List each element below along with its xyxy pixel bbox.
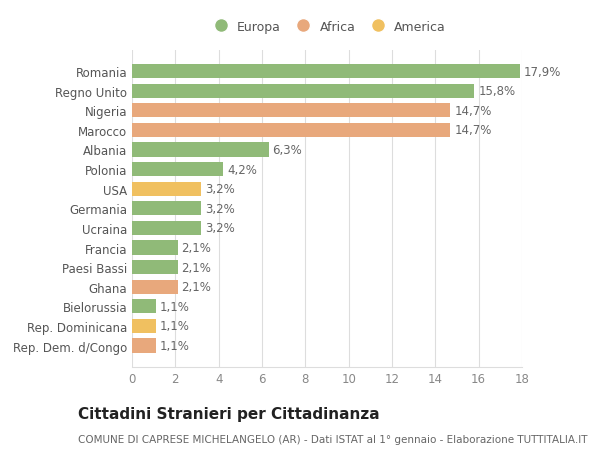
Bar xyxy=(132,143,269,157)
Bar xyxy=(132,123,451,138)
Text: 1,1%: 1,1% xyxy=(160,300,190,313)
Bar xyxy=(132,65,520,79)
Bar xyxy=(132,339,156,353)
Text: 3,2%: 3,2% xyxy=(205,222,235,235)
Text: 3,2%: 3,2% xyxy=(205,202,235,215)
Text: 1,1%: 1,1% xyxy=(160,320,190,333)
Bar xyxy=(132,221,202,235)
Bar xyxy=(132,104,451,118)
Text: 1,1%: 1,1% xyxy=(160,339,190,352)
Text: 17,9%: 17,9% xyxy=(524,66,561,78)
Text: 14,7%: 14,7% xyxy=(454,124,492,137)
Bar xyxy=(132,319,156,333)
Text: COMUNE DI CAPRESE MICHELANGELO (AR) - Dati ISTAT al 1° gennaio - Elaborazione TU: COMUNE DI CAPRESE MICHELANGELO (AR) - Da… xyxy=(78,434,587,444)
Text: 4,2%: 4,2% xyxy=(227,163,257,176)
Text: 6,3%: 6,3% xyxy=(272,144,302,157)
Text: 14,7%: 14,7% xyxy=(454,105,492,118)
Text: 15,8%: 15,8% xyxy=(478,85,515,98)
Legend: Europa, Africa, America: Europa, Africa, America xyxy=(203,16,451,39)
Text: 2,1%: 2,1% xyxy=(181,261,211,274)
Text: 3,2%: 3,2% xyxy=(205,183,235,196)
Text: Cittadini Stranieri per Cittadinanza: Cittadini Stranieri per Cittadinanza xyxy=(78,406,380,421)
Bar xyxy=(132,202,202,216)
Bar xyxy=(132,300,156,313)
Bar xyxy=(132,182,202,196)
Bar xyxy=(132,260,178,274)
Text: 2,1%: 2,1% xyxy=(181,280,211,294)
Text: 2,1%: 2,1% xyxy=(181,241,211,254)
Bar xyxy=(132,84,475,99)
Bar xyxy=(132,280,178,294)
Bar xyxy=(132,162,223,177)
Bar xyxy=(132,241,178,255)
